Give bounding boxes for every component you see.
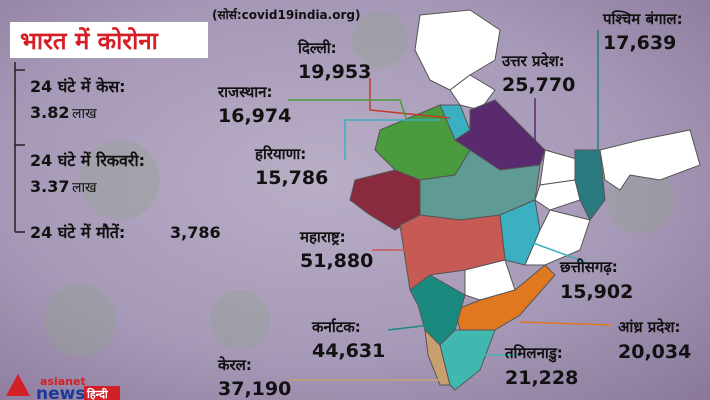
leader-chhattisgarh xyxy=(524,239,586,263)
state-name: हरियाणा: xyxy=(254,145,306,163)
stat-unit: लाख xyxy=(72,106,97,122)
title: भारत में कोरोना xyxy=(20,27,159,55)
odisha xyxy=(524,209,591,266)
state-value: 15,902 xyxy=(560,281,633,303)
stat-value: 3.82 xyxy=(30,103,69,122)
stats-bracket xyxy=(14,62,25,233)
state-name: छत्तीसगढ़: xyxy=(559,258,618,276)
state-value: 17,639 xyxy=(603,32,676,54)
stat-label: 24 घंटे में रिकवरी: xyxy=(30,151,145,170)
leader-haryana xyxy=(344,119,440,160)
stat-value: 3,786 xyxy=(170,223,221,242)
stat-label: 24 घंटे में केस: xyxy=(30,77,126,96)
himachal xyxy=(449,74,496,111)
state-value: 44,631 xyxy=(312,340,385,362)
stat-label: 24 घंटे में मौतें: xyxy=(30,223,125,242)
virus-decor xyxy=(44,12,674,356)
state-name: केरल: xyxy=(217,356,252,374)
logo-lang: हिन्दी xyxy=(86,387,109,400)
state-name: तमिलनाडु: xyxy=(504,344,563,363)
leader-karnataka xyxy=(387,324,431,331)
state-name: पश्चिम बंगाल: xyxy=(602,10,683,28)
leader-delhi xyxy=(369,78,451,119)
logo-name: news xyxy=(36,384,85,400)
kerala xyxy=(424,328,451,386)
tamilnadu xyxy=(439,329,496,391)
state-name: उत्तर प्रदेश: xyxy=(501,52,565,70)
state-name: कर्नाटक: xyxy=(311,318,361,336)
state-value: 19,953 xyxy=(298,61,371,83)
stat-value: 3.37 xyxy=(30,177,69,196)
jharkhand xyxy=(534,179,581,211)
logo-brand: asianet xyxy=(40,375,86,388)
leaders xyxy=(288,30,613,381)
state-name: महाराष्ट्र: xyxy=(299,228,346,246)
state-value: 25,770 xyxy=(502,74,575,96)
logo: asianet news हिन्दी xyxy=(6,374,120,400)
state-value: 16,974 xyxy=(218,105,291,127)
leader-andhra xyxy=(519,321,613,326)
state-name: आंध्र प्रदेश: xyxy=(618,318,680,336)
title-box xyxy=(10,22,208,58)
state-name: दिल्ली: xyxy=(297,39,337,57)
state-value: 51,880 xyxy=(300,250,373,272)
source: (सोर्स:covid19india.org) xyxy=(212,8,360,22)
state-value: 20,034 xyxy=(618,341,691,363)
state-name: राजस्थान: xyxy=(217,83,272,101)
stat-unit: लाख xyxy=(72,180,97,196)
state-value: 21,228 xyxy=(505,367,578,389)
state-value: 37,190 xyxy=(218,378,291,400)
state-value: 15,786 xyxy=(255,167,328,189)
northeast xyxy=(599,129,701,191)
india-map xyxy=(349,9,701,391)
